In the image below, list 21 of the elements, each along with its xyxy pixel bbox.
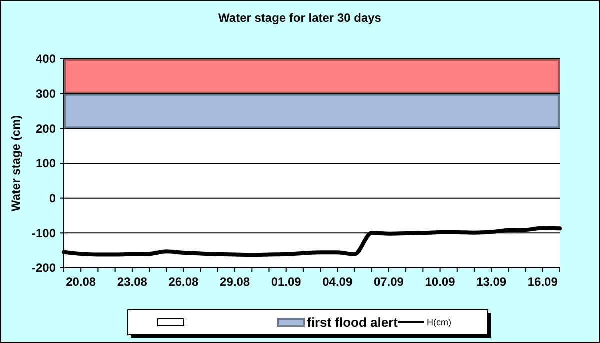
legend-label: H(cm) <box>427 318 452 328</box>
x-tick-label: 13.09 <box>476 275 507 289</box>
x-tick-label: 26.08 <box>168 275 200 289</box>
y-tick-label: 200 <box>36 122 56 136</box>
y-tick-label: -200 <box>32 261 56 276</box>
x-tick-label: 20.08 <box>66 275 96 289</box>
x-tick-label: 23.08 <box>117 275 148 289</box>
y-tick-label: 0 <box>49 192 56 206</box>
y-tick-label: 400 <box>36 52 56 66</box>
x-tick-label: 04.09 <box>322 275 353 289</box>
x-tick-label: 10.09 <box>425 275 456 289</box>
y-axis-title: Water stage (cm) <box>9 115 23 212</box>
y-tick-label: 100 <box>36 156 56 171</box>
x-tick-label: 29.08 <box>220 275 250 289</box>
y-tick-label: -100 <box>32 226 56 240</box>
x-tick-label: 01.09 <box>271 275 302 289</box>
y-tick-label: 300 <box>36 87 56 102</box>
x-tick-label: 07.09 <box>374 275 404 289</box>
x-tick-label: 16.09 <box>528 275 558 289</box>
legend-label: first flood alert <box>307 315 399 330</box>
chart-title: Water stage for later 30 days <box>218 11 382 25</box>
